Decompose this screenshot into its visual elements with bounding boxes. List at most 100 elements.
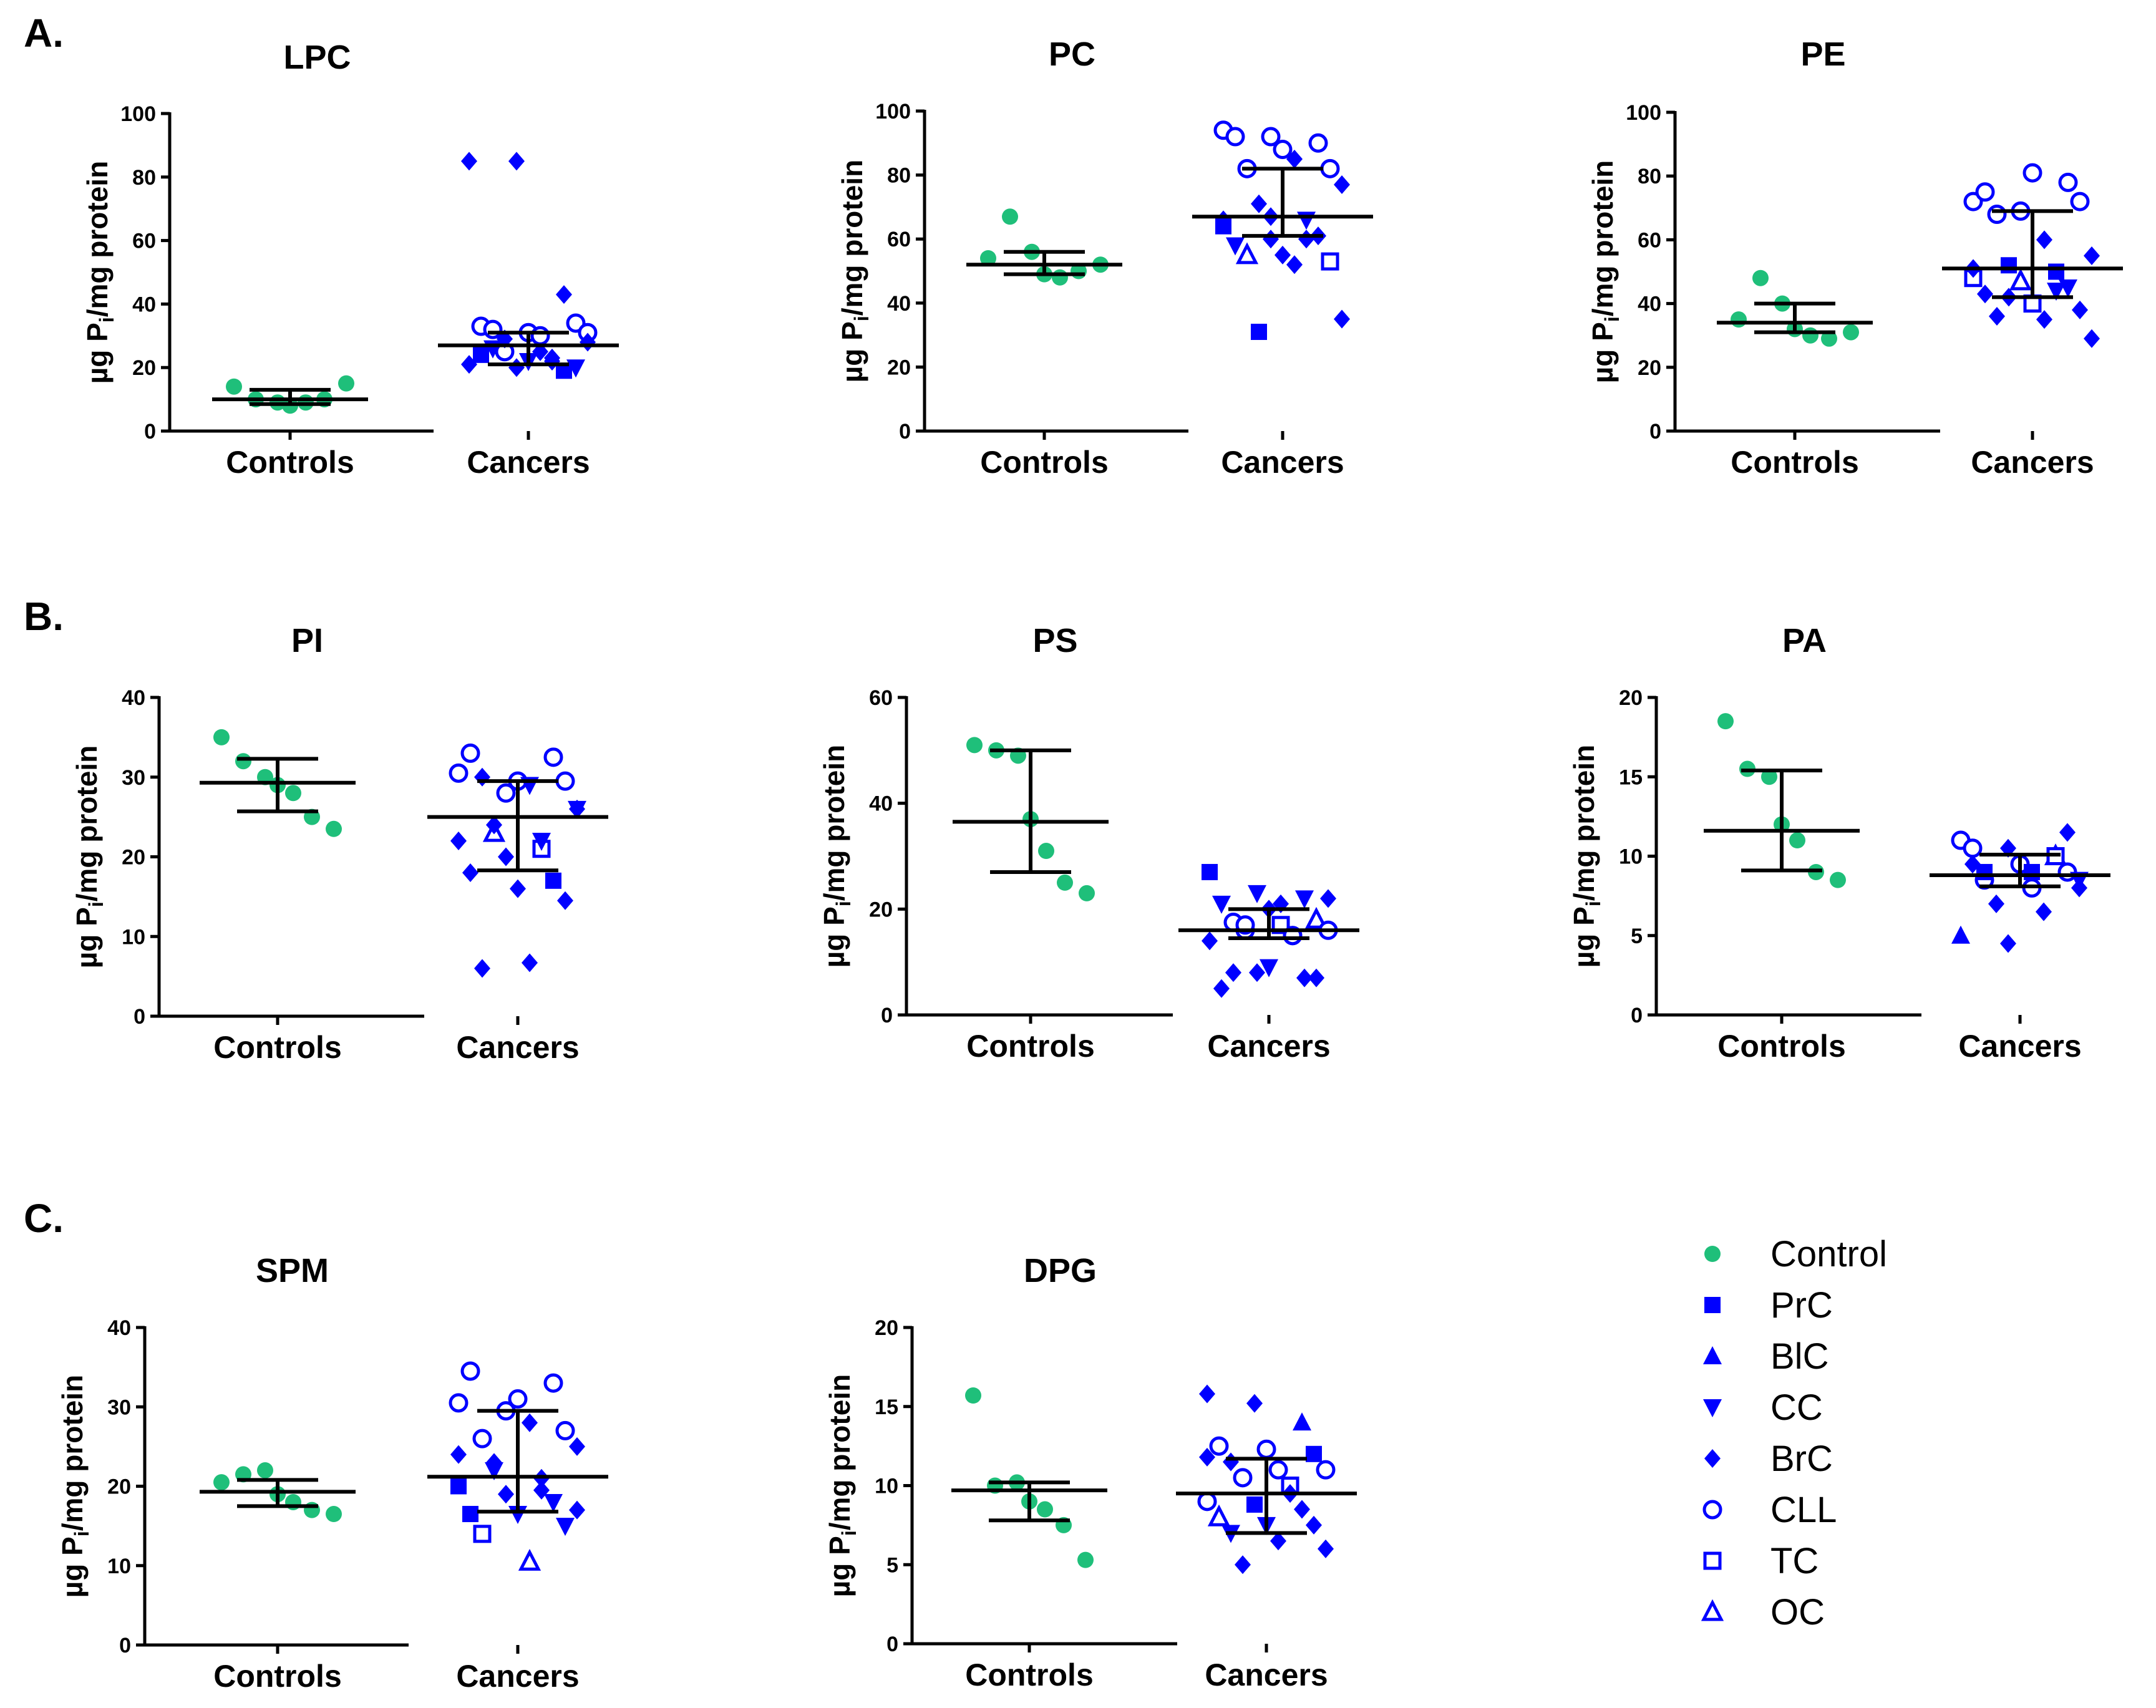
control-point <box>1761 769 1777 785</box>
cancer-point-brc <box>1308 968 1324 987</box>
cancer-point-brc <box>569 1500 585 1520</box>
cancer-point-cll <box>1268 1460 1288 1480</box>
control-point <box>1057 874 1073 891</box>
y-tick-label: 10 <box>1619 845 1643 869</box>
section-label-b: B. <box>24 594 64 639</box>
y-tick-label: 5 <box>1631 924 1643 948</box>
control-point <box>1731 311 1747 328</box>
cancer-point-cc <box>485 1462 503 1481</box>
control-point <box>338 375 354 392</box>
cancer-point-brc <box>1249 963 1265 983</box>
panel-spm: SPM 0 10 20 30 40 Controls Cancers µg Pi/mg prot… <box>56 1252 608 1694</box>
control-point <box>965 1387 981 1404</box>
cancer-point-brc <box>1263 230 1279 249</box>
legend-label: Control <box>1770 1234 1887 1274</box>
y-axis-label: µg Pi/mg protein <box>1586 160 1623 383</box>
chart-title: PS <box>1032 622 1077 659</box>
cancer-point-brc <box>486 815 502 835</box>
cancer-point-brc <box>1286 149 1303 168</box>
cancer-point-prc <box>2001 257 2017 274</box>
x-category-label: Cancers <box>456 1030 579 1065</box>
cancer-point-cll <box>2022 163 2042 183</box>
legend-label: BrC <box>1770 1439 1833 1479</box>
cancer-point-cll <box>1197 1492 1217 1511</box>
cancer-point-tc <box>473 1525 492 1543</box>
cancer-point-brc <box>461 152 477 171</box>
cancer-point-brc <box>474 767 490 787</box>
y-axis-label: µg Pi/mg protein <box>1568 745 1605 968</box>
cancer-point-cll <box>1225 127 1245 147</box>
cancer-point-cc <box>1297 211 1316 230</box>
control-point <box>966 737 983 754</box>
control-point <box>1843 324 1859 341</box>
legend-item-oc: OC <box>1701 1592 1825 1633</box>
cancer-point-brc <box>2036 310 2052 329</box>
cancer-point-oc <box>1304 906 1328 929</box>
y-tick-label: 40 <box>887 292 911 316</box>
chart-title: DPG <box>1024 1252 1097 1289</box>
cancer-point-cc <box>1212 895 1231 914</box>
legend: Control PrC BlC CC BrC CLL TC OC <box>1701 1234 1887 1633</box>
x-category-label: Cancers <box>1205 1657 1328 1692</box>
x-category-label: Controls <box>980 445 1109 480</box>
y-axis-label: µg Pi/mg protein <box>823 1374 860 1597</box>
cancer-point-oc <box>1207 1504 1231 1526</box>
cancer-point-brc <box>1275 245 1291 264</box>
cancer-point-cll <box>460 1361 480 1381</box>
chart-title: PE <box>1800 36 1845 73</box>
cancer-point-cll <box>1233 1468 1253 1488</box>
cancer-point-brc <box>569 1437 585 1456</box>
legend-label: BlC <box>1770 1336 1828 1377</box>
cancer-point-brc <box>1202 931 1218 951</box>
x-category-label: Cancers <box>1971 445 2094 480</box>
legend-label: OC <box>1770 1592 1825 1633</box>
cancer-point-brc <box>1286 255 1303 274</box>
cancer-point-brc <box>1199 1447 1215 1467</box>
y-tick-label: 0 <box>134 1005 145 1029</box>
control-point <box>285 785 301 802</box>
cancer-point-brc <box>450 831 467 850</box>
y-tick-label: 20 <box>1619 686 1643 710</box>
y-tick-label: 40 <box>107 1316 131 1340</box>
cancer-point-brc <box>508 152 525 171</box>
cancer-point-brc <box>1199 1384 1215 1404</box>
y-tick-label: 60 <box>1638 228 1661 252</box>
cancer-point-prc <box>1976 863 1993 880</box>
cancer-point-brc <box>2000 934 2016 953</box>
cancer-point-cll <box>2070 192 2090 211</box>
cancer-point-cll <box>1320 158 1340 178</box>
cancer-point-brc <box>1225 963 1241 983</box>
cancer-point-cll <box>449 763 469 783</box>
x-category-label: Controls <box>213 1030 342 1065</box>
cancer-point-cll <box>1256 1439 1276 1459</box>
cancer-point-cll <box>483 319 503 339</box>
legend-item-control: Control <box>1704 1234 1887 1274</box>
legend-item-brc: BrC <box>1704 1439 1833 1479</box>
cancer-point-cll <box>1308 133 1328 153</box>
section-label-c: C. <box>24 1196 64 1241</box>
x-category-label: Controls <box>213 1659 342 1694</box>
cancer-point-cll <box>472 1429 492 1448</box>
y-tick-label: 30 <box>107 1395 131 1419</box>
legend-item-prc: PrC <box>1704 1285 1833 1326</box>
cancer-point-brc <box>1294 1500 1310 1519</box>
control-point <box>1038 843 1054 860</box>
cancer-point-brc <box>1306 1515 1322 1535</box>
cancer-point-brc <box>498 847 514 866</box>
y-tick-label: 20 <box>869 898 893 921</box>
y-tick-label: 0 <box>886 1633 898 1656</box>
y-tick-label: 80 <box>1638 165 1661 188</box>
cancer-point-brc <box>2072 300 2088 319</box>
cancer-point-cll <box>543 1373 563 1393</box>
cancer-point-brc <box>1334 309 1350 329</box>
control-point <box>1717 713 1734 730</box>
cancer-point-cll <box>1987 205 2007 225</box>
chart-title: PI <box>291 622 323 659</box>
cancer-point-brc <box>1320 889 1336 908</box>
cancer-point-brc <box>1251 194 1267 213</box>
legend-label: CLL <box>1770 1490 1837 1530</box>
control-point <box>1037 1501 1053 1518</box>
cancer-point-brc <box>2084 246 2100 265</box>
cancer-point-brc <box>522 1413 538 1432</box>
